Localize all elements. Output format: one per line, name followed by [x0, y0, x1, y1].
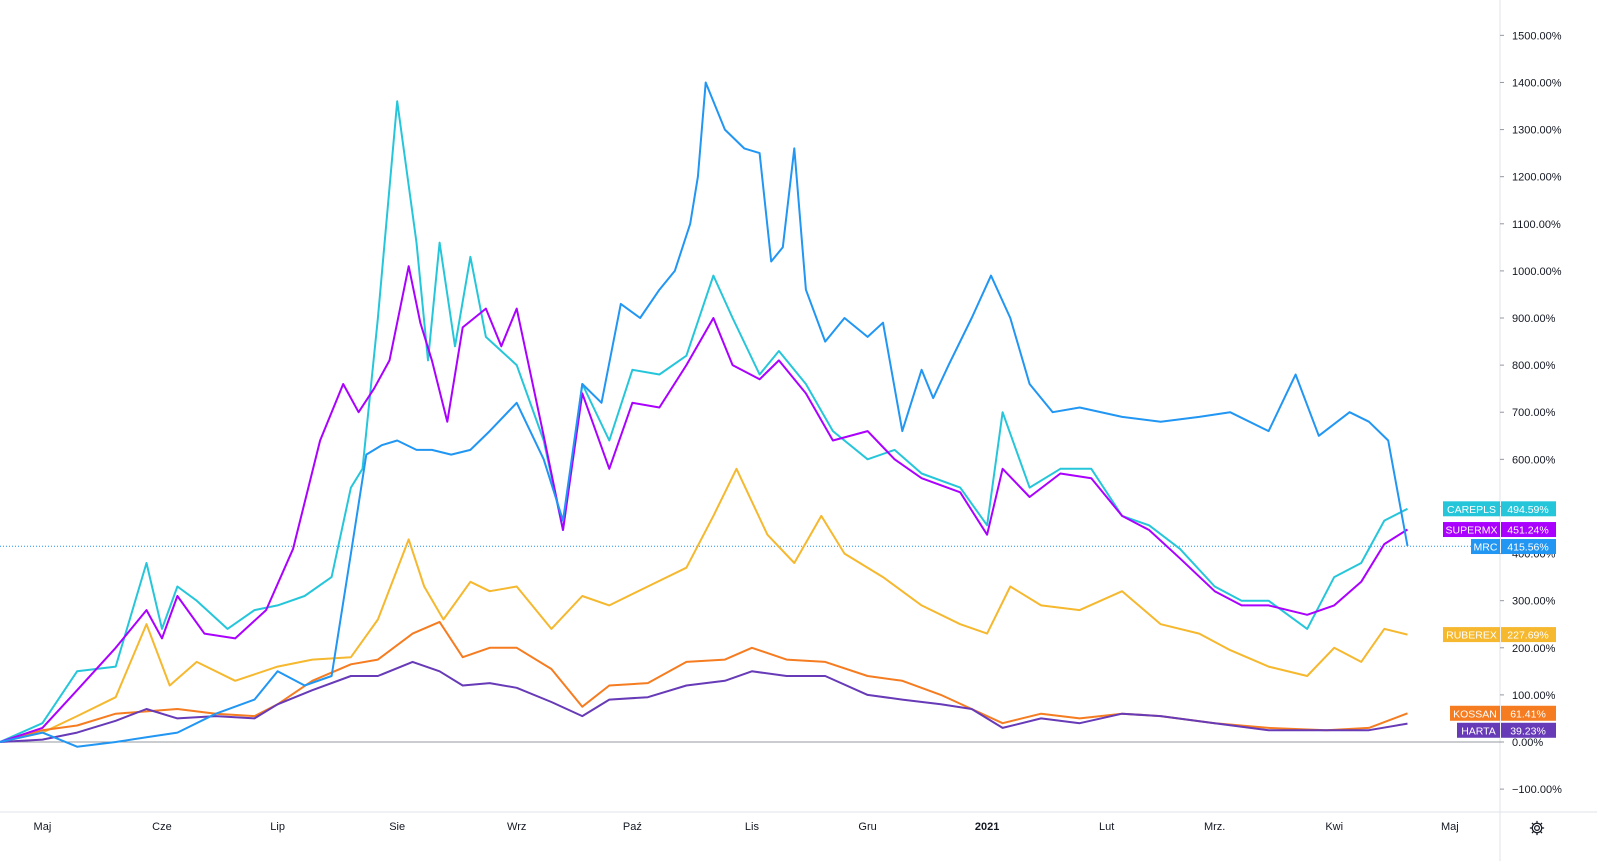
series-line-ruberex [0, 467, 1408, 743]
series-name-badge [1443, 627, 1500, 643]
series-value-badge [1501, 627, 1556, 643]
series-value-badge [1501, 722, 1556, 738]
x-tick-label: Mrz. [1204, 821, 1225, 833]
series-value-text: 61.41% [1510, 708, 1546, 720]
y-tick-label: 800.00% [1512, 360, 1556, 372]
x-tick-label: Maj [1441, 821, 1459, 833]
series-value-text: 494.59% [1507, 504, 1548, 516]
y-tick-label: 1300.00% [1512, 125, 1562, 137]
series-value-text: 227.69% [1507, 630, 1548, 642]
last-value-label-harta: HARTA 39.23% [1457, 722, 1556, 738]
series-name-text: KOSSAN [1453, 708, 1497, 720]
x-tick-label: Kwi [1325, 821, 1343, 833]
y-tick-label: 900.00% [1512, 313, 1556, 325]
x-tick-label: Cze [152, 821, 172, 833]
x-tick-label: 2021 [975, 821, 999, 833]
y-tick-label: −100.00% [1512, 784, 1562, 796]
series-name-badge [1450, 705, 1500, 721]
last-value-label-carepls: CAREPLS 494.59% [1443, 501, 1556, 517]
series-name-text: HARTA [1461, 725, 1496, 737]
last-value-label-mrc: MRC 415.56% [1471, 539, 1556, 555]
last-value-label-supermx: SUPERMX 451.24% [1443, 522, 1556, 538]
series-name-text: CAREPLS [1447, 504, 1496, 516]
series-name-text: MRC [1474, 542, 1498, 554]
series-name-badge [1471, 539, 1500, 555]
y-tick-label: 1200.00% [1512, 172, 1562, 184]
series-name-badge [1443, 522, 1500, 538]
series-value-text: 415.56% [1507, 542, 1548, 554]
series-name-badge [1443, 501, 1500, 517]
series-name-text: SUPERMX [1446, 525, 1498, 537]
x-tick-label: Sie [389, 821, 405, 833]
series-value-text: 451.24% [1507, 525, 1548, 537]
series-name-badge [1457, 722, 1500, 738]
x-tick-label: Lip [270, 821, 285, 833]
series-value-badge [1501, 705, 1556, 721]
y-tick-label: 600.00% [1512, 454, 1556, 466]
x-tick-label: Paź [623, 821, 642, 833]
last-value-label-ruberex: RUBEREX 227.69% [1443, 627, 1556, 643]
series-line-harta [0, 660, 1408, 743]
series-value-badge [1501, 522, 1556, 538]
series-name-text: RUBEREX [1446, 630, 1497, 642]
y-tick-label: 300.00% [1512, 596, 1556, 608]
y-tick-label: 100.00% [1512, 690, 1556, 702]
x-tick-label: Wrz [507, 821, 526, 833]
x-tick-label: Lut [1099, 821, 1114, 833]
y-tick-label: 1000.00% [1512, 266, 1562, 278]
y-tick-label: 1500.00% [1512, 30, 1562, 42]
y-tick-label: 0.00% [1512, 737, 1543, 749]
series-line-supermx [0, 265, 1409, 743]
series-line-kossan [0, 620, 1408, 743]
series-value-badge [1501, 539, 1556, 555]
x-tick-label: Maj [34, 821, 52, 833]
x-tick-label: Gru [858, 821, 876, 833]
y-tick-label: 1100.00% [1512, 219, 1561, 231]
last-value-label-kossan: KOSSAN 61.41% [1450, 705, 1556, 721]
x-tick-label: Lis [745, 821, 760, 833]
y-tick-label: 700.00% [1512, 407, 1556, 419]
series-value-text: 39.23% [1510, 725, 1546, 737]
settings-button[interactable] [1522, 813, 1552, 843]
y-tick-label: 1400.00% [1512, 77, 1562, 89]
y-tick-label: 200.00% [1512, 643, 1556, 655]
series-value-badge [1501, 501, 1556, 517]
gear-icon [1529, 820, 1545, 836]
series-line-mrc [0, 81, 1409, 748]
